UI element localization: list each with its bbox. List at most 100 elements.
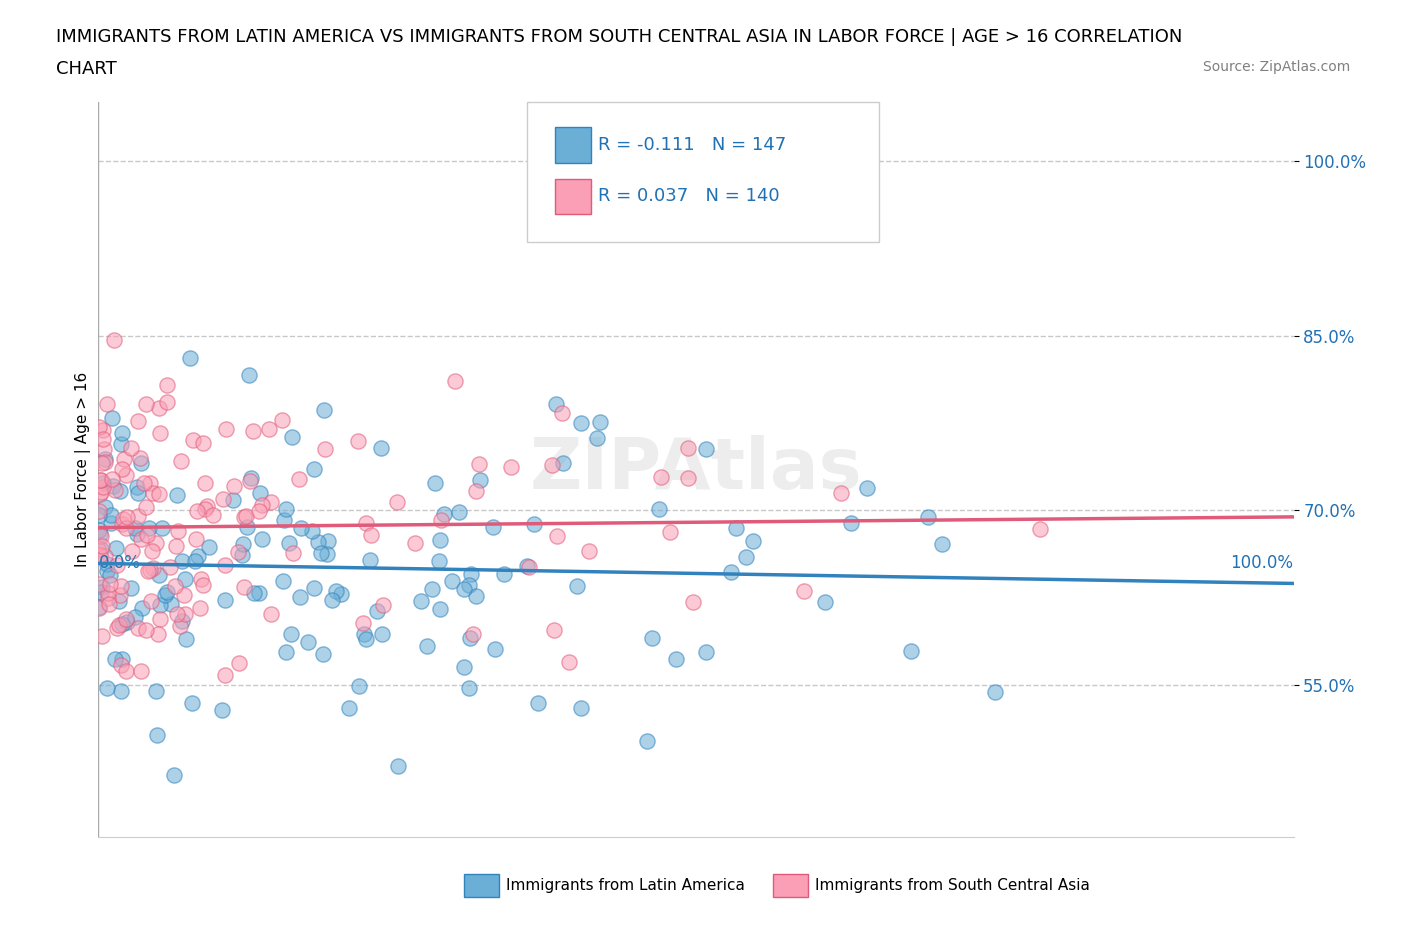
blue bbox=[127, 480, 149, 495]
pink bbox=[112, 452, 135, 467]
pink bbox=[114, 467, 136, 482]
pink bbox=[98, 596, 121, 611]
pink bbox=[93, 442, 115, 457]
blue bbox=[110, 484, 132, 498]
blue bbox=[96, 680, 118, 695]
blue bbox=[100, 507, 122, 522]
blue bbox=[856, 480, 879, 495]
blue bbox=[457, 578, 479, 592]
pink bbox=[91, 538, 114, 553]
pink bbox=[89, 486, 111, 501]
blue bbox=[110, 425, 132, 440]
blue bbox=[411, 593, 433, 608]
pink bbox=[194, 501, 217, 516]
pink bbox=[250, 498, 273, 512]
blue bbox=[160, 597, 183, 612]
blue bbox=[429, 533, 451, 548]
blue bbox=[94, 451, 117, 466]
blue bbox=[127, 526, 149, 541]
blue bbox=[640, 631, 662, 645]
pink bbox=[115, 521, 138, 536]
blue bbox=[150, 521, 173, 536]
blue bbox=[89, 523, 111, 538]
blue bbox=[636, 734, 658, 749]
blue bbox=[247, 586, 270, 601]
pink bbox=[97, 586, 120, 601]
blue bbox=[453, 582, 475, 597]
pink bbox=[129, 450, 152, 465]
pink bbox=[101, 472, 124, 486]
pink bbox=[404, 536, 426, 551]
pink bbox=[170, 453, 193, 468]
pink bbox=[87, 541, 110, 556]
pink bbox=[193, 436, 215, 451]
pink bbox=[468, 457, 491, 472]
blue bbox=[198, 539, 221, 554]
pink bbox=[314, 441, 336, 456]
pink bbox=[352, 616, 374, 631]
blue bbox=[166, 488, 188, 503]
blue bbox=[288, 589, 311, 604]
pink bbox=[385, 495, 408, 510]
pink bbox=[91, 480, 114, 495]
pink bbox=[148, 486, 170, 501]
blue bbox=[115, 614, 138, 629]
pink bbox=[139, 563, 162, 578]
pink bbox=[222, 478, 245, 493]
pink bbox=[429, 512, 451, 527]
blue bbox=[243, 585, 266, 600]
blue bbox=[290, 521, 312, 536]
blue bbox=[170, 614, 193, 629]
Text: 100.0%: 100.0% bbox=[1230, 554, 1294, 572]
pink bbox=[149, 611, 172, 626]
pink bbox=[247, 503, 270, 518]
blue bbox=[569, 416, 592, 431]
pink bbox=[139, 593, 162, 608]
blue bbox=[546, 396, 568, 411]
pink bbox=[104, 483, 127, 498]
blue bbox=[460, 566, 482, 581]
pink bbox=[127, 620, 149, 635]
blue bbox=[371, 627, 394, 642]
blue bbox=[315, 547, 337, 562]
blue bbox=[307, 535, 329, 550]
blue bbox=[900, 644, 922, 658]
blue bbox=[427, 554, 450, 569]
blue bbox=[100, 516, 122, 531]
blue bbox=[314, 403, 336, 418]
pink bbox=[103, 332, 125, 347]
blue bbox=[453, 659, 475, 674]
blue bbox=[176, 631, 198, 646]
pink bbox=[165, 538, 187, 553]
pink bbox=[139, 475, 162, 490]
pink bbox=[90, 472, 112, 487]
blue bbox=[458, 681, 481, 696]
blue bbox=[156, 584, 179, 599]
blue bbox=[523, 517, 546, 532]
pink bbox=[214, 558, 236, 573]
pink bbox=[578, 543, 600, 558]
pink bbox=[96, 397, 118, 412]
pink bbox=[354, 515, 377, 530]
pink bbox=[174, 607, 197, 622]
blue bbox=[145, 684, 167, 698]
blue bbox=[353, 627, 375, 642]
blue bbox=[273, 512, 295, 527]
blue bbox=[153, 588, 176, 603]
blue bbox=[465, 589, 488, 604]
blue bbox=[516, 559, 538, 574]
pink bbox=[228, 656, 250, 671]
blue bbox=[211, 702, 233, 717]
pink bbox=[89, 472, 111, 487]
pink bbox=[259, 606, 281, 621]
pink bbox=[163, 578, 186, 593]
blue bbox=[238, 367, 260, 382]
pink bbox=[87, 419, 110, 434]
pink bbox=[682, 594, 704, 609]
blue bbox=[236, 520, 259, 535]
blue bbox=[309, 546, 332, 561]
blue bbox=[281, 430, 304, 445]
pink bbox=[89, 577, 111, 591]
pink bbox=[142, 485, 165, 500]
blue bbox=[170, 553, 193, 568]
